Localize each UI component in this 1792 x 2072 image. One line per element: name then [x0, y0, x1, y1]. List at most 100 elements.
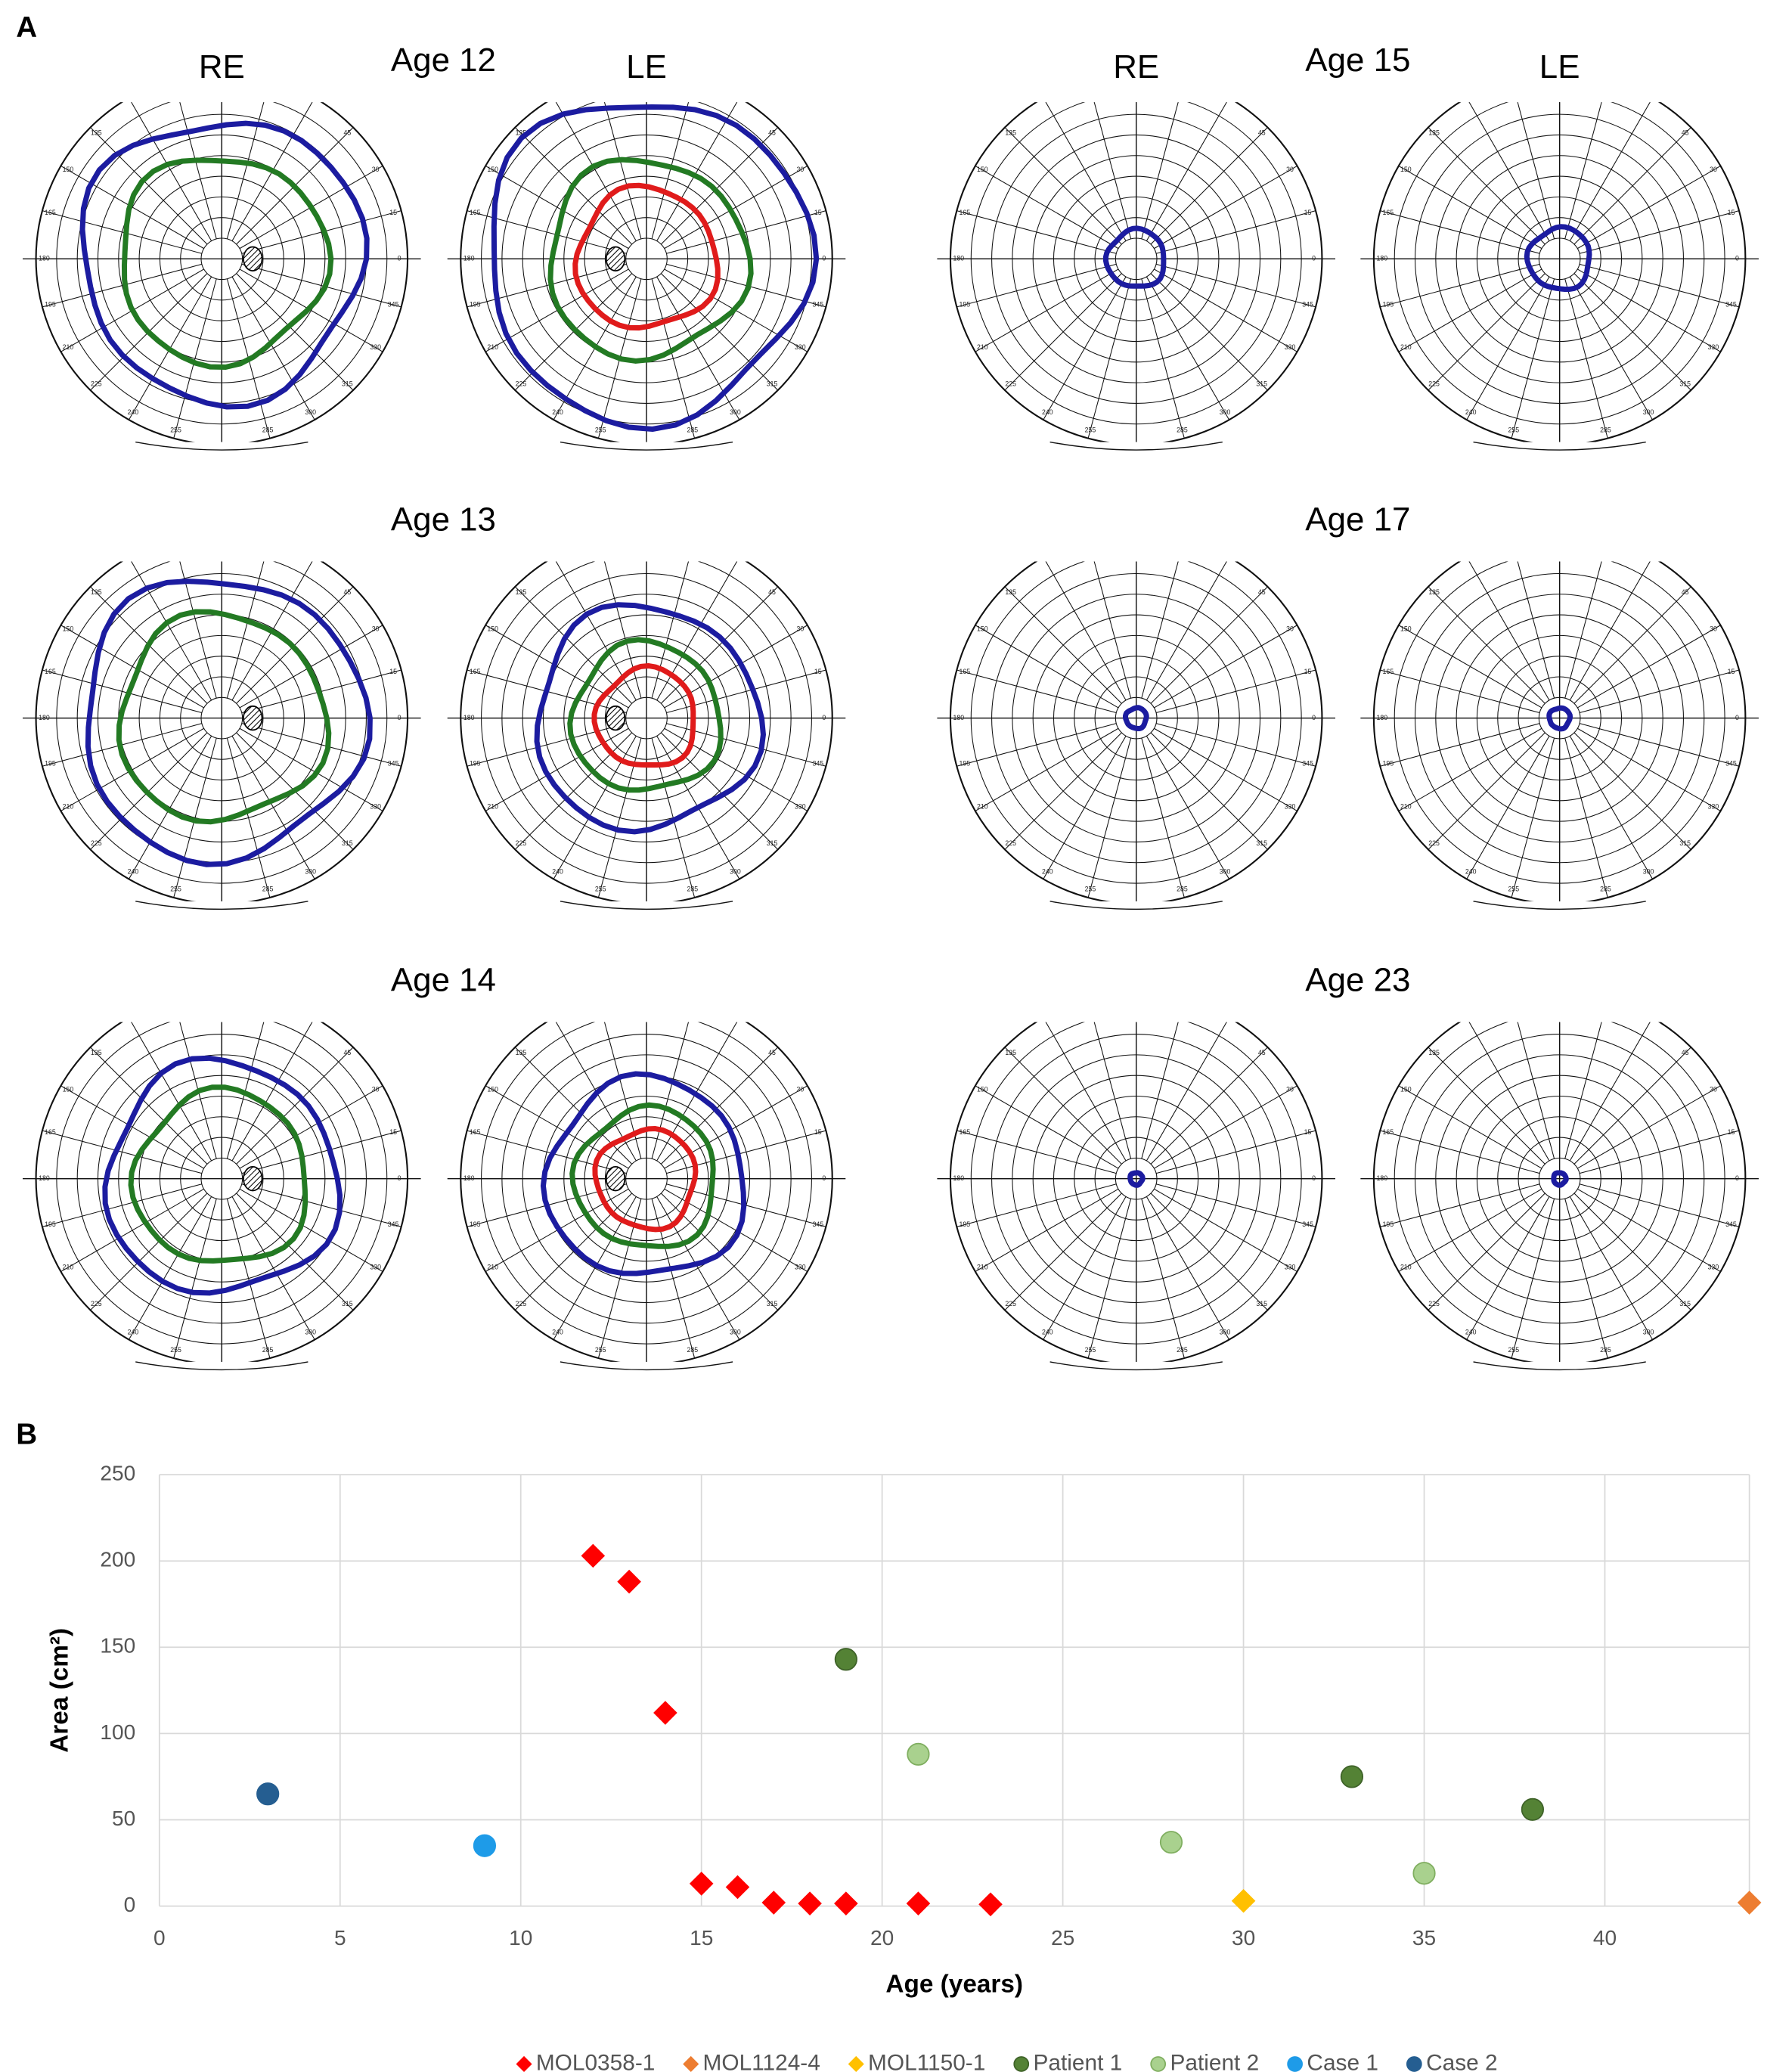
meridian	[1146, 1196, 1230, 1340]
meridian	[1141, 737, 1185, 898]
meridian-label: 345	[1725, 300, 1737, 308]
meridian-label: 165	[45, 1128, 56, 1136]
point	[1340, 1765, 1364, 1788]
meridian	[651, 1198, 696, 1359]
meridian	[1087, 1198, 1132, 1359]
meridian-label: 315	[1256, 380, 1267, 388]
point	[834, 1891, 858, 1915]
meridian	[485, 165, 629, 250]
meridian	[1043, 276, 1127, 420]
perimetry-chart	[1360, 1022, 1759, 1362]
meridian	[1150, 586, 1268, 704]
meridian-label: 180	[464, 1174, 475, 1182]
meridian	[1577, 625, 1721, 709]
meridian-label: 315	[767, 1300, 778, 1307]
meridian	[1579, 723, 1740, 767]
meridian	[1380, 1183, 1540, 1227]
visit-label: Age 17	[1305, 501, 1410, 538]
meridian	[956, 669, 1117, 714]
meridian-label: 330	[795, 802, 806, 810]
isopter	[79, 120, 370, 410]
meridian-label: 330	[1708, 343, 1719, 351]
meridian-label: 0	[1735, 255, 1739, 262]
meridian-label: 15	[1304, 209, 1312, 216]
meridian-label: 345	[1302, 1221, 1313, 1228]
meridian	[1004, 1047, 1122, 1165]
meridian-label: 225	[516, 839, 527, 847]
meridian-label: 285	[262, 1346, 274, 1354]
meridian	[651, 102, 690, 240]
meridian-label: 0	[398, 255, 401, 262]
meridian-label: 165	[960, 1128, 971, 1136]
meridian	[239, 625, 383, 709]
meridian-label: 210	[63, 1263, 74, 1270]
perimetry-chart	[23, 561, 421, 901]
meridian	[231, 276, 315, 420]
isopter	[1524, 224, 1592, 292]
meridian	[660, 586, 779, 704]
point	[907, 1742, 930, 1766]
meridian-label: 210	[487, 1263, 498, 1270]
meridian-label: 165	[470, 668, 481, 675]
meridian-label: 15	[389, 1128, 397, 1136]
meridian-label: 210	[63, 343, 74, 351]
meridian-label: 300	[730, 1328, 741, 1335]
meridian-label: 195	[470, 1221, 481, 1228]
meridian	[1150, 127, 1268, 245]
meridian-label: 15	[1728, 209, 1735, 216]
meridian	[1466, 735, 1550, 879]
arrow-arc	[135, 1361, 308, 1371]
meridian-label: 150	[63, 166, 74, 173]
arrow-arc	[560, 901, 733, 910]
meridian	[656, 276, 740, 420]
point	[1231, 1888, 1256, 1913]
meridian	[236, 273, 354, 391]
meridian-label: 240	[1465, 867, 1477, 875]
meridian	[555, 102, 637, 241]
meridian	[956, 263, 1117, 308]
meridian	[1468, 1022, 1550, 1162]
meridian-label: 330	[1285, 343, 1296, 351]
visit-label: Age 13	[391, 501, 496, 538]
meridian-label: 195	[1383, 1221, 1394, 1228]
meridian-label: 135	[1005, 1049, 1016, 1056]
meridian	[128, 735, 212, 879]
blind-spot	[605, 246, 626, 271]
meridian-label: 165	[45, 668, 56, 675]
meridian-label: 240	[1042, 867, 1053, 875]
legend-marker	[1150, 2056, 1167, 2072]
meridian-label: 45	[1682, 1049, 1689, 1056]
meridian-label: 45	[1258, 588, 1266, 596]
meridian	[1428, 586, 1546, 704]
arrow-arc	[135, 901, 308, 910]
meridian-label: 225	[1005, 380, 1016, 388]
meridian-label: 0	[822, 714, 826, 721]
meridian	[1004, 732, 1122, 850]
meridian-label: 315	[342, 839, 353, 847]
meridian	[1564, 278, 1608, 439]
meridian-label: 30	[372, 166, 380, 173]
x-tick-label: 25	[1051, 1926, 1074, 1949]
meridian-label: 255	[1508, 1346, 1520, 1354]
meridian	[1517, 561, 1555, 699]
perimetry-chart	[23, 102, 421, 442]
x-axis-label: Age (years)	[885, 1971, 1023, 1999]
meridian	[1428, 1193, 1546, 1311]
meridian-label: 315	[767, 380, 778, 388]
meridian	[241, 1130, 401, 1174]
meridian-label: 285	[1600, 886, 1611, 893]
meridian	[1380, 723, 1540, 767]
meridian-label: 210	[977, 343, 988, 351]
meridian-label: 330	[370, 1263, 381, 1270]
meridian	[664, 625, 808, 709]
meridian-label: 135	[1005, 129, 1016, 137]
arrow-arc	[135, 441, 308, 451]
meridian	[1511, 1198, 1555, 1359]
isopter	[102, 1055, 343, 1296]
meridian-label: 210	[1400, 802, 1412, 810]
meridian	[553, 1196, 637, 1340]
y-tick-label: 150	[100, 1634, 135, 1658]
isopter	[547, 157, 754, 364]
meridian	[231, 1022, 313, 1162]
